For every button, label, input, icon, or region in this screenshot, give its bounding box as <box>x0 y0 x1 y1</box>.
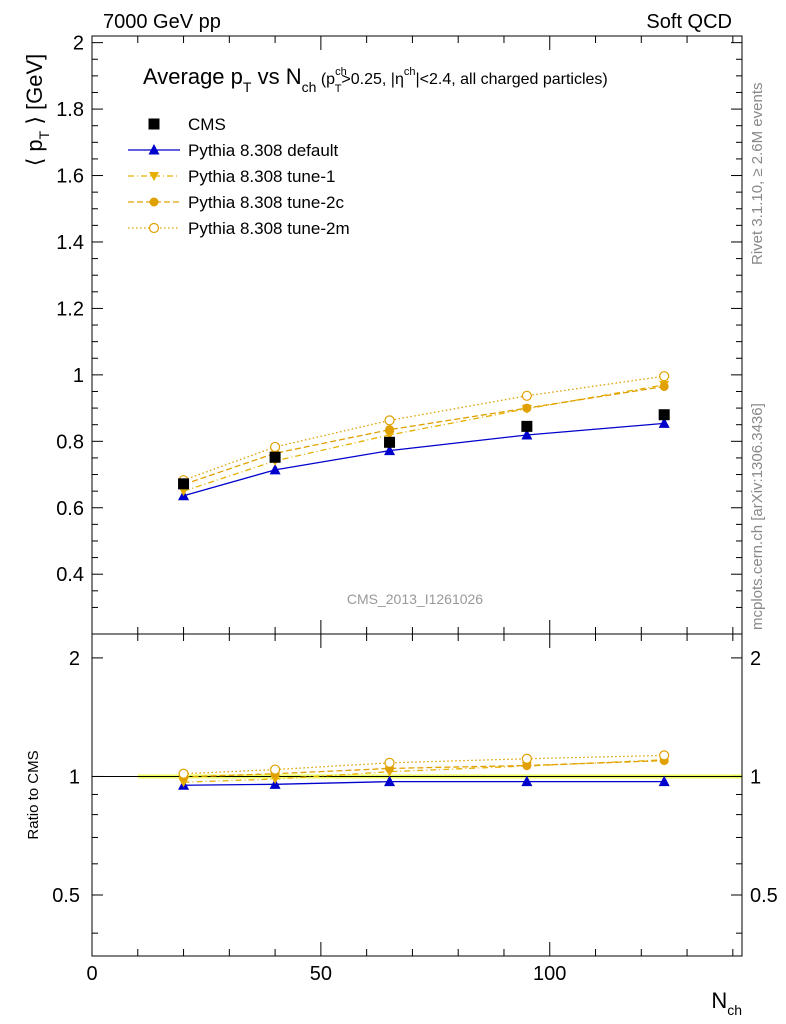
main-panel: 0.4 0.6 0.8 1 1.2 1.4 1.6 1.8 2 <box>56 33 743 635</box>
ratio-point-pythia-8-308-tune-2m <box>384 757 395 768</box>
ratio-point-pythia-8-308-default <box>658 775 670 787</box>
chart-title: Average pT vs Nch (pch T>0.25, |ηch|<2.4,… <box>143 64 608 95</box>
ratio-point-pythia-8-308-tune-2m <box>521 753 532 764</box>
x-label-base: N <box>711 988 727 1013</box>
title-cuts-mid: >0.25, |η <box>341 71 403 88</box>
ratio-tick-label-right: 1 <box>750 766 761 788</box>
y-tick-label: 0.8 <box>56 431 84 453</box>
ratio-plot-frame <box>91 633 743 957</box>
y-axis-label: ⟨ pT ⟩ [GeV] <box>22 54 52 167</box>
y-tick-label: 1 <box>73 365 84 387</box>
series-line-pythia-8-308-tune-2m <box>183 375 665 481</box>
legend: CMS Pythia 8.308 default Pythia 8.308 tune… <box>128 115 350 238</box>
x-tick-label: 100 <box>533 963 566 985</box>
rivet-version-text: Rivet 3.1.10, ≥ 2.6M events <box>749 83 766 266</box>
y-label-sub: T <box>36 130 52 139</box>
y-tick-label: 1.4 <box>56 232 84 254</box>
title-cut-eta-sup: ch <box>404 66 416 78</box>
y-tick-label: 1.8 <box>56 99 84 121</box>
ratio-panel: 0.5 0.5 1 1 2 2 0 50 100 <box>52 36 778 985</box>
legend-label-pythia-8-308-tune-2m: Pythia 8.308 tune-2m <box>188 219 350 238</box>
data-point-cms <box>269 451 281 463</box>
data-point-pythia-8-308-default <box>658 417 670 428</box>
y-tick-label: 2 <box>73 33 84 55</box>
ratio-line-pythia-8-308-default <box>183 781 665 786</box>
y-label-post: ⟩ [GeV] <box>22 54 47 131</box>
y-label-pre: ⟨ p <box>22 139 47 166</box>
data-point-pythia-8-308-default <box>384 444 396 456</box>
data-point-cms <box>658 409 670 421</box>
title-main: Average p <box>143 64 243 89</box>
x-tick-label: 0 <box>86 963 97 985</box>
ratio-line-pythia-8-308-tune-2c <box>183 759 665 778</box>
legend-label-cms: CMS <box>188 115 226 134</box>
title-sub-ch: ch <box>302 79 317 95</box>
legend-marker-pythia-8-308-default <box>148 144 160 155</box>
data-point-cms <box>384 436 396 448</box>
ratio-tick-label: 1 <box>69 766 80 788</box>
ratio-y-axis-label: Ratio to CMS <box>25 750 42 839</box>
ratio-point-pythia-8-308-default <box>521 775 533 787</box>
legend-marker-cms <box>148 118 160 130</box>
legend-label-pythia-8-308-default: Pythia 8.308 default <box>188 141 339 160</box>
data-point-pythia-8-308-tune-1 <box>178 487 189 497</box>
title-cut-sub: T <box>335 83 342 95</box>
legend-label-pythia-8-308-tune-2c: Pythia 8.308 tune-2c <box>188 193 344 212</box>
ratio-point-pythia-8-308-tune-2m <box>659 750 670 761</box>
data-point-pythia-8-308-tune-2m <box>384 415 395 426</box>
legend-marker-pythia-8-308-tune-1 <box>149 172 159 181</box>
ratio-line-pythia-8-308-tune-1 <box>183 759 665 783</box>
ratio-point-pythia-8-308-tune-2m <box>269 764 281 775</box>
legend-label-pythia-8-308-tune-1: Pythia 8.308 tune-1 <box>188 167 335 186</box>
analysis-label: CMS_2013_I1261026 <box>347 591 483 607</box>
ratio-tick-label-right: 0.5 <box>750 885 778 907</box>
title-vs: vs N <box>251 64 301 89</box>
data-point-pythia-8-308-default <box>521 428 533 440</box>
data-point-pythia-8-308-tune-2c <box>522 403 532 413</box>
mcplots-citation-text: mcplots.cern.ch [arXiv:1306.3436] <box>749 403 766 630</box>
data-point-cms <box>178 478 190 490</box>
y-tick-label: 1.2 <box>56 298 84 320</box>
title-cuts-end: |<2.4, all charged particles) <box>415 71 607 88</box>
x-label-sub: ch <box>727 1002 742 1018</box>
main-y-axis: 0.4 0.6 0.8 1 1.2 1.4 1.6 1.8 2 <box>56 33 742 608</box>
ratio-point-pythia-8-308-tune-2m <box>178 768 189 779</box>
data-point-pythia-8-308-tune-2c <box>659 381 669 391</box>
ratio-tick-label-right: 2 <box>750 648 761 670</box>
header-right-label: Soft QCD <box>646 11 732 33</box>
x-axis-label: Nch <box>711 988 742 1018</box>
data-point-pythia-8-308-tune-2m <box>521 390 532 401</box>
y-tick-label: 0.6 <box>56 498 84 520</box>
ratio-point-pythia-8-308-default <box>384 775 396 787</box>
y-tick-label: 0.4 <box>56 564 84 586</box>
main-series-group <box>178 371 670 501</box>
y-tick-label: 1.6 <box>56 166 84 188</box>
data-point-pythia-8-308-default <box>269 463 281 475</box>
title-sub-t: T <box>243 79 252 95</box>
title-cuts-open: (p <box>316 71 335 88</box>
legend-marker-pythia-8-308-tune-2m <box>148 222 160 234</box>
x-axis: 0 50 100 <box>86 36 734 985</box>
ratio-tick-label: 2 <box>69 648 80 670</box>
title-cut-sup: ch <box>335 66 347 78</box>
data-point-pythia-8-308-tune-2m <box>659 371 670 382</box>
ratio-series-group <box>92 750 742 790</box>
series-line-pythia-8-308-tune-2c <box>183 385 665 486</box>
x-tick-label: 50 <box>310 963 332 985</box>
ratio-line-pythia-8-308-tune-2m <box>183 754 665 775</box>
ratio-tick-label: 0.5 <box>52 885 80 907</box>
header-left-label: 7000 GeV pp <box>103 11 221 33</box>
data-point-pythia-8-308-tune-2m <box>269 441 281 453</box>
data-point-cms <box>521 420 533 432</box>
legend-marker-pythia-8-308-tune-2c <box>149 197 159 207</box>
ratio-y-axis: 0.5 0.5 1 1 2 2 <box>52 648 778 934</box>
data-point-pythia-8-308-tune-2c <box>385 425 395 435</box>
